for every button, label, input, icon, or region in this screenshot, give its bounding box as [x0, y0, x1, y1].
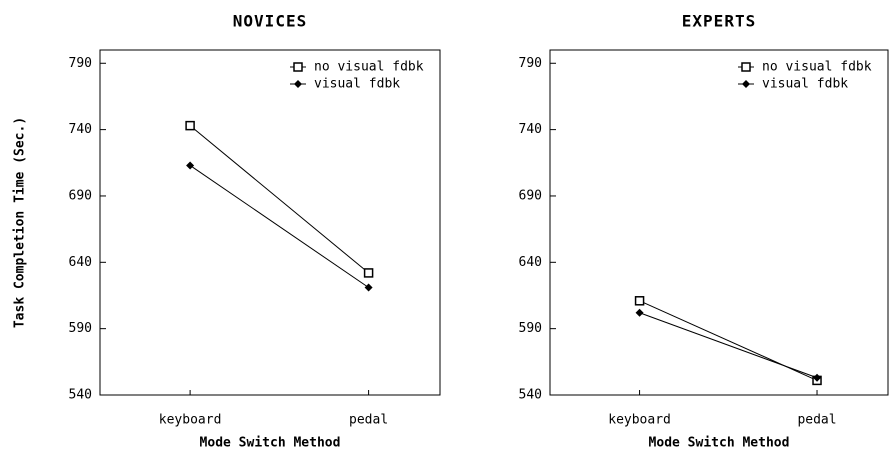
marker	[364, 283, 373, 292]
x-axis-label: Mode Switch Method	[200, 436, 341, 451]
y-tick-label: 790	[69, 56, 92, 71]
legend-label: visual fdbk	[762, 77, 848, 92]
x-tick-label: pedal	[797, 413, 836, 428]
y-tick-label: 740	[69, 122, 92, 137]
x-tick-label: keyboard	[608, 413, 671, 428]
marker	[635, 308, 644, 317]
series-line	[189, 165, 369, 288]
legend-label: no visual fdbk	[314, 60, 424, 75]
marker	[185, 120, 195, 131]
series-line	[189, 125, 369, 274]
plot-frame	[99, 49, 441, 396]
marker	[634, 296, 645, 306]
chart-title: NOVICES	[233, 12, 307, 31]
marker	[186, 161, 195, 170]
marker	[741, 62, 751, 72]
plot-frame	[549, 49, 889, 396]
x-axis-label: Mode Switch Method	[649, 436, 790, 451]
y-tick-label: 590	[69, 321, 92, 336]
y-tick-label: 740	[519, 122, 542, 137]
marker	[363, 268, 374, 278]
x-tick-label: pedal	[349, 413, 388, 428]
y-tick-label: 540	[519, 388, 542, 403]
y-tick-label: 640	[69, 255, 92, 270]
marker	[742, 80, 750, 88]
marker	[293, 62, 303, 72]
y-tick-label: 690	[69, 188, 92, 203]
legend-label: visual fdbk	[314, 77, 400, 92]
marker	[294, 80, 302, 88]
y-tick-label: 590	[519, 321, 542, 336]
chart-title: EXPERTS	[682, 12, 756, 31]
series-line	[639, 312, 818, 379]
y-tick-label: 540	[69, 388, 92, 403]
y-tick-label: 790	[519, 56, 542, 71]
marker	[813, 373, 822, 382]
y-tick-label: 640	[519, 255, 542, 270]
x-tick-label: keyboard	[159, 413, 222, 428]
y-tick-label: 690	[519, 188, 542, 203]
y-axis-label: Task Completion Time (Sec.)	[13, 117, 28, 328]
legend-label: no visual fdbk	[762, 60, 872, 75]
